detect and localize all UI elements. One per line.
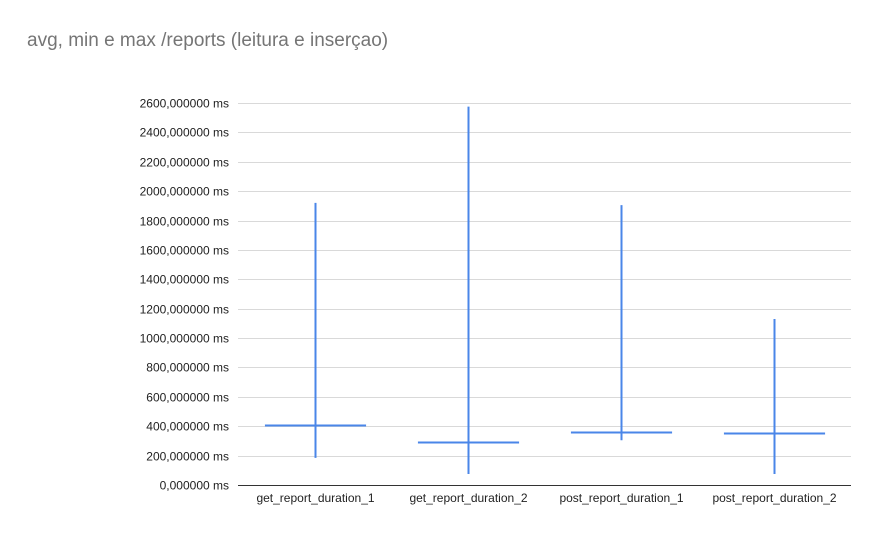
y-tick-label: 1600,000000 ms <box>140 244 229 258</box>
y-tick-label: 1000,000000 ms <box>140 332 229 346</box>
candle-get_report_duration_1 <box>264 202 367 458</box>
y-tick-label: 0,000000 ms <box>160 479 229 493</box>
x-axis-labels: get_report_duration_1 get_report_duration… <box>256 491 836 505</box>
y-tick-label: 2200,000000 ms <box>140 156 229 170</box>
series-min-avg-max <box>264 106 826 474</box>
chart-title: avg, min e max /reports (leitura e inser… <box>27 30 389 51</box>
y-tick-label: 2400,000000 ms <box>140 126 229 140</box>
x-category-label: get_report_duration_2 <box>409 491 527 505</box>
y-tick-label: 2000,000000 ms <box>140 185 229 199</box>
x-category-label: post_report_duration_1 <box>559 491 683 505</box>
y-tick-label: 400,000000 ms <box>146 420 229 434</box>
y-axis-ticks: 0,000000 ms 200,000000 ms 400,000000 ms 600… <box>140 97 229 493</box>
y-tick-label: 1400,000000 ms <box>140 273 229 287</box>
y-tick-label: 800,000000 ms <box>146 361 229 375</box>
y-tick-label: 1800,000000 ms <box>140 215 229 229</box>
gridlines <box>238 103 851 457</box>
y-tick-label: 200,000000 ms <box>146 450 229 464</box>
x-category-label: post_report_duration_2 <box>712 491 836 505</box>
candle-post_report_duration_1 <box>570 205 673 441</box>
y-tick-label: 1200,000000 ms <box>140 303 229 317</box>
candle-post_report_duration_2 <box>723 318 826 474</box>
y-tick-label: 600,000000 ms <box>146 391 229 405</box>
x-category-label: get_report_duration_1 <box>256 491 374 505</box>
y-tick-label: 2600,000000 ms <box>140 97 229 111</box>
candle-get_report_duration_2 <box>417 106 520 474</box>
